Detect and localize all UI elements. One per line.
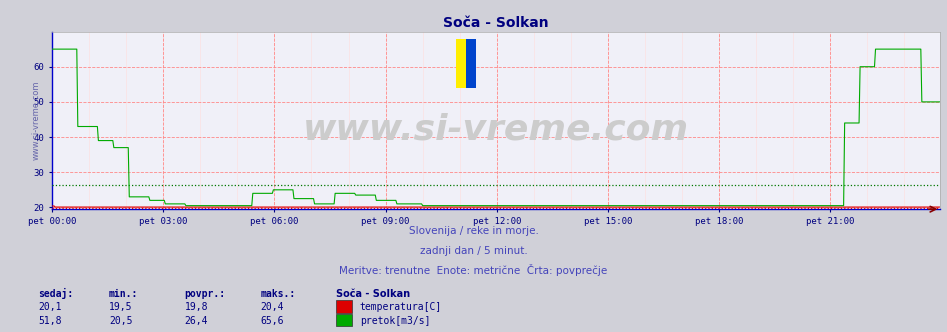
Text: 26,4: 26,4 bbox=[185, 316, 208, 326]
Text: 19,8: 19,8 bbox=[185, 302, 208, 312]
Text: Meritve: trenutne  Enote: metrične  Črta: povprečje: Meritve: trenutne Enote: metrične Črta: … bbox=[339, 264, 608, 276]
Text: 20,5: 20,5 bbox=[109, 316, 133, 326]
FancyBboxPatch shape bbox=[466, 39, 475, 88]
Text: zadnji dan / 5 minut.: zadnji dan / 5 minut. bbox=[420, 246, 527, 256]
Title: Soča - Solkan: Soča - Solkan bbox=[443, 16, 549, 30]
Text: pretok[m3/s]: pretok[m3/s] bbox=[360, 316, 430, 326]
Text: min.:: min.: bbox=[109, 289, 138, 299]
Text: 20,1: 20,1 bbox=[38, 302, 62, 312]
Text: www.si-vreme.com: www.si-vreme.com bbox=[31, 81, 41, 160]
Text: temperatura[C]: temperatura[C] bbox=[360, 302, 442, 312]
Text: 51,8: 51,8 bbox=[38, 316, 62, 326]
Text: Soča - Solkan: Soča - Solkan bbox=[336, 289, 410, 299]
Text: 20,4: 20,4 bbox=[260, 302, 284, 312]
Text: povpr.:: povpr.: bbox=[185, 289, 225, 299]
Text: 65,6: 65,6 bbox=[260, 316, 284, 326]
Text: maks.:: maks.: bbox=[260, 289, 295, 299]
Text: 19,5: 19,5 bbox=[109, 302, 133, 312]
Text: Slovenija / reke in morje.: Slovenija / reke in morje. bbox=[408, 226, 539, 236]
FancyBboxPatch shape bbox=[456, 39, 466, 88]
Text: www.si-vreme.com: www.si-vreme.com bbox=[303, 112, 689, 146]
Text: sedaj:: sedaj: bbox=[38, 288, 73, 299]
